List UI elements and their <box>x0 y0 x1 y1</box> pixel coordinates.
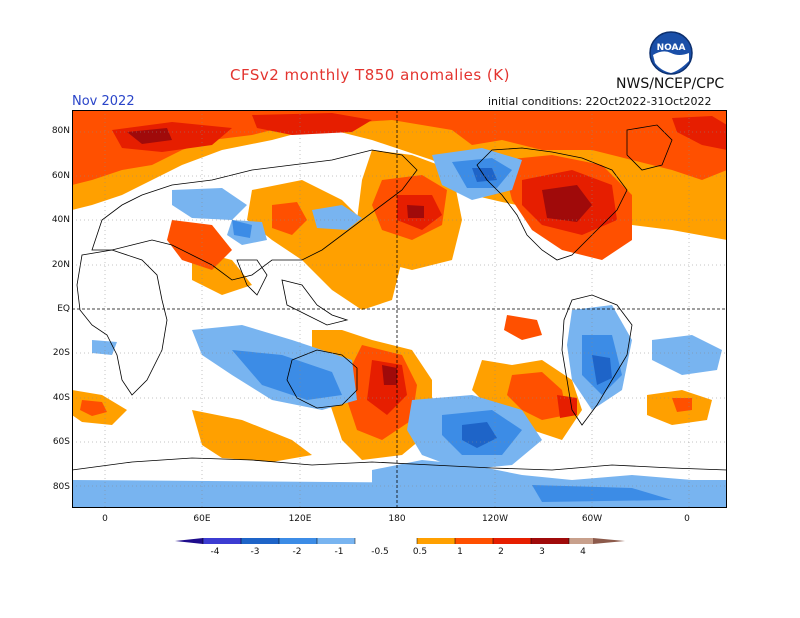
lat-label: 20S <box>52 348 70 358</box>
lon-label: 120W <box>481 514 509 524</box>
lat-label: 40S <box>52 393 70 403</box>
colorbar-label: -1 <box>334 547 344 557</box>
lon-label: 120E <box>288 514 312 524</box>
lon-label: 0 <box>684 514 690 524</box>
map-frame <box>72 110 727 508</box>
lat-label: 60N <box>51 171 70 181</box>
chart-title: CFSv2 monthly T850 anomalies (K) <box>230 66 510 84</box>
coastlines <box>72 124 727 471</box>
agency-label: NWS/NCEP/CPC <box>616 76 725 92</box>
anomaly-map <box>72 110 727 508</box>
colorbar-label: 0.5 <box>412 547 428 557</box>
lat-label: 60S <box>52 437 70 447</box>
lon-label: 60W <box>581 514 603 524</box>
lat-label: EQ <box>57 304 70 314</box>
lon-label: 60E <box>193 514 211 524</box>
cool-anomaly-layer-2 <box>462 168 612 448</box>
lat-label: 20N <box>51 260 70 270</box>
lat-label: 40N <box>51 215 70 225</box>
colorbar-arrow-high <box>593 538 625 544</box>
colorbar-label: 1 <box>457 547 463 557</box>
lat-label: 80N <box>51 126 70 136</box>
noaa-logo: NOAA <box>649 31 693 75</box>
initial-conditions: initial conditions: 22Oct2022-31Oct2022 <box>488 95 712 108</box>
colorbar-label: -3 <box>250 547 260 557</box>
logo-text: NOAA <box>657 43 686 53</box>
lat-label: 80S <box>52 482 70 492</box>
colorbar-arrow-low <box>175 538 203 544</box>
colorbar-label: 2 <box>498 547 504 557</box>
lon-label: 0 <box>102 514 108 524</box>
colorbar-label: 3 <box>539 547 545 557</box>
forecast-month: Nov 2022 <box>72 94 135 109</box>
colorbar-label: -2 <box>292 547 302 557</box>
colorbar-label: 4 <box>580 547 586 557</box>
colorbar-label: -0.5 <box>371 547 389 557</box>
lon-label: 180 <box>388 514 406 524</box>
colorbar-label: -4 <box>210 547 220 557</box>
colorbar <box>175 538 625 544</box>
